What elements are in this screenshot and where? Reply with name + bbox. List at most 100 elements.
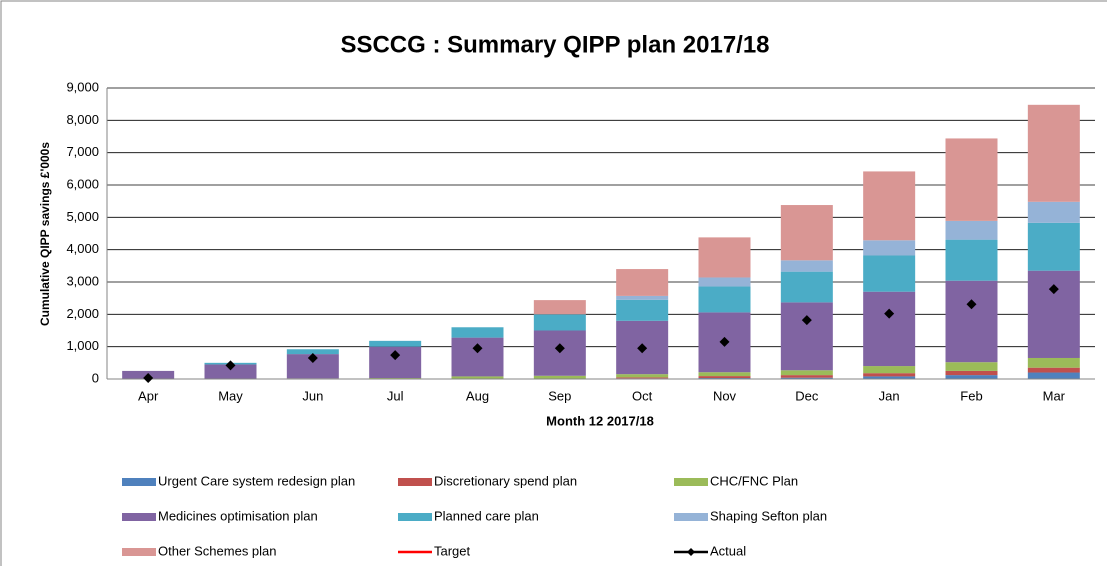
legend-marker: [687, 548, 695, 556]
line-marker: [719, 336, 730, 347]
bar-segment: [863, 291, 916, 367]
bar-segment: [451, 376, 504, 379]
bar-segment: [945, 370, 998, 376]
bar-segment: [780, 302, 833, 371]
x-tick-label: Jun: [302, 388, 323, 403]
x-tick-label: Feb: [960, 388, 982, 403]
bar-segment: [698, 277, 751, 287]
legend-label: Discretionary spend plan: [434, 473, 577, 488]
bar-segment: [1027, 357, 1080, 368]
bar-segment: [863, 376, 916, 379]
line-marker: [554, 343, 565, 354]
legend-label: Target: [434, 543, 471, 558]
x-tick-label: Jul: [387, 388, 404, 403]
bar-segment: [863, 240, 916, 256]
legend-swatch: [122, 478, 156, 486]
bar-segment: [945, 239, 998, 281]
x-tick-label: Dec: [795, 388, 819, 403]
y-tick-label: 7,000: [66, 144, 99, 159]
legend-label: Urgent Care system redesign plan: [158, 473, 355, 488]
bar-segment: [286, 349, 339, 355]
y-tick-label: 8,000: [66, 112, 99, 127]
bar-segment: [945, 375, 998, 379]
bar-segment: [780, 260, 833, 272]
x-tick-label: Nov: [713, 388, 737, 403]
bar-segment: [863, 373, 916, 377]
line-marker: [637, 343, 648, 354]
legend-label: CHC/FNC Plan: [710, 473, 798, 488]
bar-segment: [1027, 201, 1080, 223]
x-axis-label: Month 12 2017/18: [546, 413, 654, 428]
bar-segment: [1027, 372, 1080, 379]
bar-segment: [616, 374, 669, 378]
bar-segment: [698, 376, 751, 379]
legend-swatch: [122, 513, 156, 521]
bar-segment: [616, 295, 669, 300]
bar-segment: [451, 327, 504, 338]
bar-segment: [533, 300, 586, 315]
bar-segment: [616, 299, 669, 321]
bar-segment: [780, 271, 833, 303]
bar-segment: [698, 237, 751, 278]
legend-swatch: [398, 513, 432, 521]
y-tick-label: 4,000: [66, 241, 99, 256]
bar-segment: [780, 377, 833, 379]
x-tick-label: May: [218, 388, 243, 403]
legend-label: Medicines optimisation plan: [158, 508, 318, 523]
bar-segment: [369, 340, 422, 347]
line-marker: [1048, 284, 1059, 295]
y-axis-label: Cumulative QIPP savings £'000s: [38, 142, 52, 326]
bar-segment: [780, 375, 833, 378]
bar-segment: [616, 377, 669, 379]
bar-segment: [533, 375, 586, 379]
bar-segment: [1027, 367, 1080, 373]
bar-segment: [945, 280, 998, 363]
y-tick-label: 0: [92, 370, 99, 385]
bar-segment: [945, 138, 998, 221]
legend-swatch: [674, 478, 708, 486]
legend-swatch: [122, 548, 156, 556]
line-marker: [143, 373, 154, 384]
y-tick-label: 1,000: [66, 338, 99, 353]
bar-segment: [945, 362, 998, 371]
x-tick-label: Sep: [548, 388, 571, 403]
x-tick-label: Jan: [879, 388, 900, 403]
x-tick-label: Oct: [632, 388, 653, 403]
bar-segment: [1027, 222, 1080, 271]
line-marker: [801, 315, 812, 326]
bar-segment: [698, 286, 751, 313]
x-tick-label: Apr: [138, 388, 159, 403]
line-marker: [390, 350, 401, 361]
legend-label: Shaping Sefton plan: [710, 508, 827, 523]
bar-segment: [1027, 270, 1080, 358]
legend-swatch: [398, 478, 432, 486]
x-tick-label: Aug: [466, 388, 489, 403]
y-tick-label: 2,000: [66, 306, 99, 321]
bar-segment: [863, 171, 916, 241]
y-tick-label: 5,000: [66, 209, 99, 224]
bar-segment: [204, 364, 257, 379]
line-marker: [884, 308, 895, 319]
bar-segment: [945, 220, 998, 240]
bar-segment: [698, 372, 751, 377]
bar-segment: [863, 255, 916, 292]
legend-label: Other Schemes plan: [158, 543, 277, 558]
y-tick-label: 6,000: [66, 176, 99, 191]
x-tick-label: Mar: [1043, 388, 1066, 403]
chart-title: SSCCG : Summary QIPP plan 2017/18: [340, 31, 769, 58]
bar-segment: [780, 370, 833, 376]
y-tick-label: 3,000: [66, 273, 99, 288]
bar-segment: [780, 205, 833, 261]
line-marker: [307, 352, 318, 363]
line-marker: [966, 299, 977, 310]
bar-segment: [533, 314, 586, 331]
legend-swatch: [674, 513, 708, 521]
y-tick-label: 9,000: [66, 79, 99, 94]
legend-label: Actual: [710, 543, 746, 558]
bar-segment: [863, 366, 916, 374]
line-marker: [472, 343, 483, 354]
legend-label: Planned care plan: [434, 508, 539, 523]
